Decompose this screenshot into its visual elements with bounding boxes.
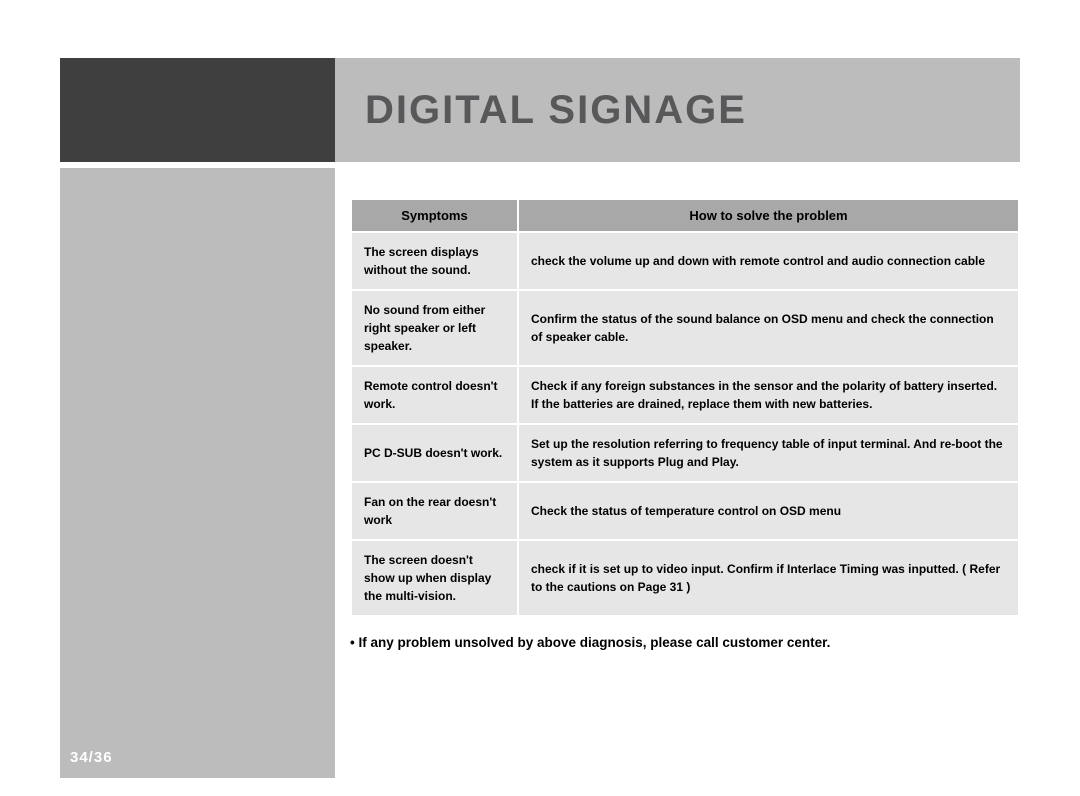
troubleshooting-table: Symptoms How to solve the problem The sc…: [350, 198, 1020, 617]
symptom-cell: PC D-SUB doesn't work.: [352, 425, 517, 481]
header-banner: DIGITAL SIGNAGE: [335, 58, 1020, 162]
table-row: The screen displays without the sound. c…: [352, 233, 1018, 289]
solution-cell: check if it is set up to video input. Co…: [519, 541, 1018, 615]
solution-cell: Check the status of temperature control …: [519, 483, 1018, 539]
header-dark-block: [60, 58, 335, 162]
table-row: The screen doesn't show up when display …: [352, 541, 1018, 615]
symptom-cell: The screen displays without the sound.: [352, 233, 517, 289]
solution-cell: Set up the resolution referring to frequ…: [519, 425, 1018, 481]
manual-page: DIGITAL SIGNAGE 34/36 Symptoms How to so…: [60, 58, 1020, 778]
col-header-solution: How to solve the problem: [519, 200, 1018, 231]
solution-cell: Check if any foreign substances in the s…: [519, 367, 1018, 423]
page-title: DIGITAL SIGNAGE: [365, 88, 747, 133]
table-row: No sound from either right speaker or le…: [352, 291, 1018, 365]
table-row: PC D-SUB doesn't work. Set up the resolu…: [352, 425, 1018, 481]
symptom-cell: Remote control doesn't work.: [352, 367, 517, 423]
symptom-cell: No sound from either right speaker or le…: [352, 291, 517, 365]
footer-note: • If any problem unsolved by above diagn…: [350, 635, 1020, 650]
page-number: 34/36: [70, 749, 113, 766]
table-header-row: Symptoms How to solve the problem: [352, 200, 1018, 231]
table-row: Remote control doesn't work. Check if an…: [352, 367, 1018, 423]
table-row: Fan on the rear doesn't work Check the s…: [352, 483, 1018, 539]
solution-cell: check the volume up and down with remote…: [519, 233, 1018, 289]
symptom-cell: Fan on the rear doesn't work: [352, 483, 517, 539]
content-area: Symptoms How to solve the problem The sc…: [350, 198, 1020, 650]
sidebar: 34/36: [60, 168, 335, 778]
col-header-symptoms: Symptoms: [352, 200, 517, 231]
symptom-cell: The screen doesn't show up when display …: [352, 541, 517, 615]
solution-cell: Confirm the status of the sound balance …: [519, 291, 1018, 365]
